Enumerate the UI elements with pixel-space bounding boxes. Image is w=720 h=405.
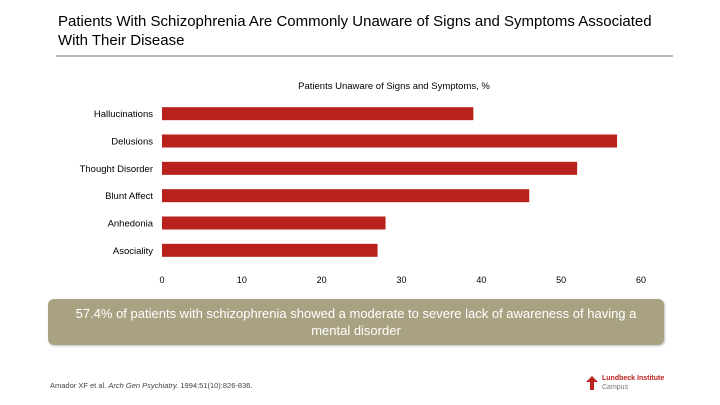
- logo-text-line1: Lundbeck Institute: [602, 375, 665, 382]
- x-tick-label: 10: [237, 275, 247, 285]
- bar-hallucinations: [162, 107, 474, 121]
- bar-chart: Patients Unaware of Signs and Symptoms, …: [80, 81, 646, 285]
- bar-thought-disorder: [162, 161, 578, 175]
- bar-anhedonia: [162, 216, 386, 230]
- category-label: Asociality: [113, 246, 153, 257]
- x-tick-label: 60: [636, 275, 646, 285]
- x-tick-label: 50: [556, 275, 566, 285]
- category-label: Anhedonia: [108, 219, 154, 230]
- category-label: Delusions: [111, 137, 153, 148]
- title-divider: [56, 55, 673, 57]
- chart-title: Patients Unaware of Signs and Symptoms, …: [298, 81, 490, 92]
- citation-journal: Arch Gen Psychiatry.: [108, 381, 179, 390]
- logo-mark-icon: [586, 376, 598, 390]
- bar-delusions: [162, 134, 618, 148]
- citation-authors: Amador XF et al.: [50, 381, 107, 390]
- x-tick-label: 0: [159, 275, 164, 285]
- citation: Amador XF et al. Arch Gen Psychiatry. 19…: [50, 381, 253, 390]
- lundbeck-logo: Lundbeck Institute Campus: [586, 374, 686, 394]
- category-label: Hallucinations: [94, 109, 153, 120]
- bar-blunt-affect: [162, 189, 530, 203]
- slide-title: Patients With Schizophrenia Are Commonly…: [58, 13, 652, 49]
- x-tick-label: 30: [396, 275, 406, 285]
- logo-text-line2: Campus: [602, 384, 629, 391]
- x-tick-label: 20: [317, 275, 327, 285]
- citation-details: 1994;51(10):826-836.: [180, 381, 253, 390]
- x-tick-label: 40: [476, 275, 486, 285]
- key-finding-callout: 57.4% of patients with schizophrenia sho…: [48, 299, 664, 345]
- category-label: Blunt Affect: [105, 191, 153, 202]
- category-label: Thought Disorder: [80, 164, 153, 175]
- bar-asociality: [162, 243, 378, 257]
